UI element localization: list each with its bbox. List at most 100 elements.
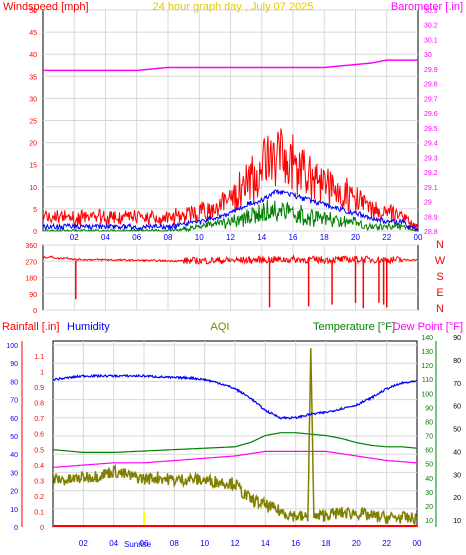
rainfall-axis-label: Rainfall [.in] — [2, 321, 59, 333]
rainfall-tick-label: 1.1 — [34, 354, 44, 361]
dewpoint-tick-label: 30 — [453, 472, 461, 479]
barometer-tick-label: 29.8 — [424, 82, 438, 89]
windspeed-tick-label: 50 — [29, 8, 37, 15]
humidity-axis-label: Humidity — [67, 321, 110, 333]
barometer-tick-label: 28.9 — [424, 214, 438, 221]
dewpoint-tick-label: 60 — [453, 404, 461, 411]
humidity-tick-label: 20 — [10, 489, 18, 496]
temperature-tick-label: 110 — [422, 377, 433, 384]
temperature-tick-label: 10 — [425, 518, 433, 525]
temperature-tick-label: 80 — [425, 419, 433, 426]
temperature-tick-label: 70 — [425, 434, 433, 441]
humidity-tick-label: 70 — [10, 398, 18, 405]
temperature-tick-label: 60 — [425, 448, 433, 455]
windspeed-tick-label: 35 — [29, 74, 37, 81]
wind-x-tick-label: 04 — [101, 233, 110, 242]
sunrise-label: Sunrise — [124, 540, 152, 549]
humidity-tick-label: 30 — [10, 470, 18, 477]
humidity-tick-label: 50 — [10, 434, 18, 441]
windspeed-tick-label: 45 — [29, 30, 37, 37]
humidity-axis-ticks: 0 10 20 30 40 50 60 70 80 90 100 — [6, 343, 18, 532]
temp-x-ticks: 02 04 06 08 10 12 14 16 18 20 22 00 — [79, 539, 422, 548]
temp-x-tick-label: 06 — [140, 539, 149, 548]
temp-x-tick-label: 16 — [291, 539, 300, 548]
windspeed-tick-label: 40 — [29, 52, 37, 59]
wind-x-tick-label: 00 — [414, 233, 423, 242]
dewpoint-tick-label: 20 — [453, 495, 461, 502]
rainfall-tick-label: 0.2 — [34, 494, 44, 501]
direction-tick-label: 90 — [29, 292, 37, 299]
chart-title: 24 hour graph day , July 07 2025 — [153, 1, 314, 13]
rainfall-tick-label: 0.8 — [34, 401, 44, 408]
compass-label: W — [435, 255, 446, 267]
barometer-tick-label: 29.2 — [424, 170, 438, 177]
rainfall-axis-ticks: 0 0.1 0.2 0.3 0.4 0.5 0.6 0.7 0.8 0.9 1 1.1 — [21, 341, 44, 532]
barometer-tick-label: 28.8 — [424, 229, 438, 236]
temperature-axis-label: Temperature [°F] — [313, 321, 395, 333]
humidity-tick-label: 100 — [6, 343, 18, 350]
barometer-tick-label: 29.6 — [424, 111, 438, 118]
wind-series — [42, 59, 419, 233]
dewpoint-tick-label: 90 — [453, 335, 461, 342]
rainfall-tick-label: 0.1 — [34, 509, 44, 516]
temperature-tick-label: 120 — [421, 363, 433, 370]
temperature-tick-label: 50 — [425, 462, 433, 469]
temperature-axis-ticks: 10 20 30 40 50 60 70 80 90 100 110 120 130 140 — [421, 335, 437, 527]
wind-x-tick-label: 10 — [195, 233, 204, 242]
rainfall-tick-label: 0.6 — [34, 432, 44, 439]
wind-x-tick-label: 14 — [257, 233, 266, 242]
barometer-tick-label: 29.4 — [424, 141, 438, 148]
windspeed-tick-label: 0 — [33, 229, 37, 236]
rainfall-tick-label: 0 — [40, 525, 44, 532]
temp-x-tick-label: 14 — [261, 539, 270, 548]
rainfall-tick-label: 0.9 — [34, 385, 44, 392]
temperature-tick-label: 30 — [425, 490, 433, 497]
temperature-tick-label: 40 — [425, 476, 433, 483]
compass-label: N — [436, 239, 444, 251]
rainfall-tick-label: 0.4 — [34, 463, 44, 470]
barometer-tick-label: 29.5 — [424, 126, 438, 133]
barometer-tick-label: 29 — [424, 200, 432, 207]
wind-low-line — [42, 199, 419, 233]
dewpoint-tick-label: 70 — [453, 381, 461, 388]
dewpoint-axis-label: Dew Point [°F] — [393, 321, 463, 333]
direction-tick-label: 360 — [25, 243, 37, 250]
temp-x-tick-label: 12 — [231, 539, 240, 548]
temp-x-tick-label: 20 — [352, 539, 361, 548]
temperature-tick-label: 130 — [421, 349, 433, 356]
temperature-tick-label: 20 — [425, 504, 433, 511]
wind-x-tick-label: 22 — [382, 233, 391, 242]
windspeed-axis-label: Windspeed [mph] — [3, 1, 89, 13]
wind-direction-line — [42, 254, 419, 265]
windspeed-tick-label: 5 — [33, 207, 37, 214]
direction-tick-label: 0 — [33, 308, 37, 315]
compass-label: E — [436, 287, 443, 299]
direction-axis-ticks: 0 90 180 270 360 — [25, 243, 37, 315]
windspeed-tick-label: 20 — [29, 141, 37, 148]
windspeed-tick-label: 15 — [29, 163, 37, 170]
temp-x-tick-label: 04 — [109, 539, 118, 548]
barometer-line — [43, 59, 418, 72]
rainfall-tick-label: 0.7 — [34, 416, 44, 423]
temperature-tick-label: 100 — [421, 391, 433, 398]
dewpoint-tick-label: 80 — [453, 358, 461, 365]
rainfall-tick-label: 0.3 — [34, 478, 44, 485]
barometer-tick-label: 30 — [424, 52, 432, 59]
rainfall-tick-label: 1 — [40, 370, 44, 377]
temperature-tick-label: 90 — [425, 405, 433, 412]
wind-average-line — [42, 189, 419, 233]
wind-x-tick-label: 16 — [289, 233, 298, 242]
humidity-tick-label: 0 — [14, 525, 18, 532]
wind-x-tick-label: 06 — [132, 233, 141, 242]
barometer-tick-label: 29.7 — [424, 96, 438, 103]
barometer-tick-label: 30.1 — [424, 37, 438, 44]
windspeed-tick-label: 30 — [29, 96, 37, 103]
temp-x-tick-label: 02 — [79, 539, 88, 548]
temp-x-tick-label: 22 — [382, 539, 391, 548]
barometer-tick-label: 29.3 — [424, 155, 438, 162]
aqi-label: AQI — [211, 321, 230, 333]
